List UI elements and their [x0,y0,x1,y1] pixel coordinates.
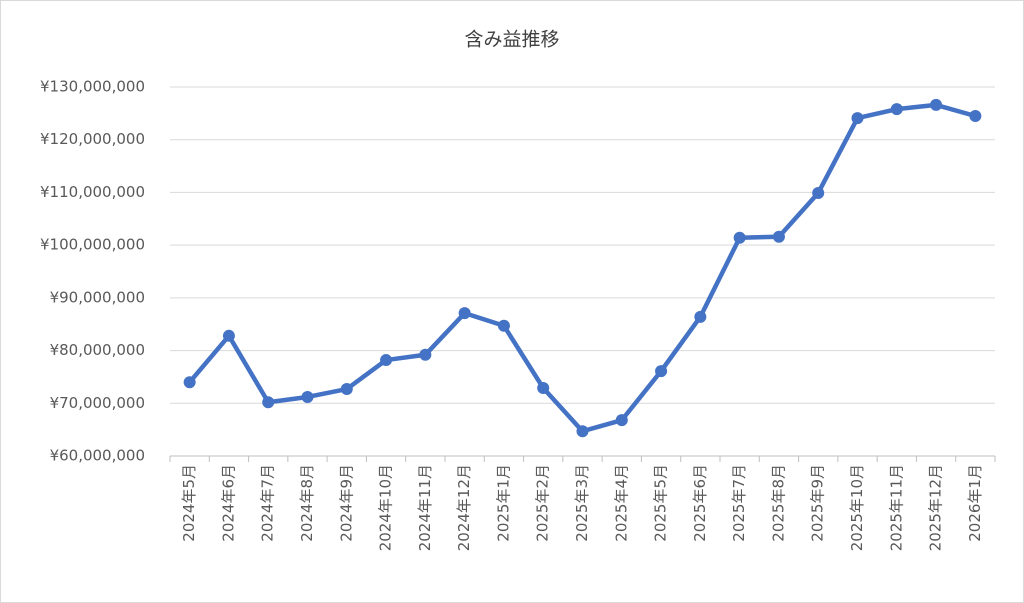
y-tick-label: ¥90,000,000 [50,288,145,306]
x-tick-label: 2025年6月 [691,464,709,542]
x-tick-label: 2024年6月 [219,464,237,542]
x-tick-label: 2025年5月 [652,464,670,542]
point [537,381,550,394]
y-tick-label: ¥130,000,000 [40,78,145,96]
point [812,186,825,199]
point [262,396,275,409]
x-tick-label: 2024年9月 [337,464,355,542]
point [969,109,982,122]
point [694,310,707,323]
x-tick-label: 2024年11月 [416,464,434,551]
chart-title: 含み益推移 [464,29,559,51]
y-tick-label: ¥60,000,000 [50,447,145,465]
point [655,365,668,378]
point [930,98,943,111]
point [615,414,628,427]
x-tick-label: 2024年12月 [455,464,473,551]
x-tick-label: 2025年12月 [927,464,945,551]
point [851,112,864,125]
y-tick-label: ¥70,000,000 [50,394,145,412]
point [301,390,314,403]
y-tick-label: ¥80,000,000 [50,341,145,359]
point [772,230,785,243]
point [380,354,393,367]
x-tick-label: 2025年11月 [887,464,905,551]
x-tick-label: 2025年4月 [612,464,630,542]
x-tick-label: 2024年7月 [259,464,277,542]
point [183,376,196,389]
x-tick-label: 2025年10月 [848,464,866,551]
y-tick-label: ¥120,000,000 [40,130,145,148]
point [733,231,746,244]
point [576,425,589,438]
x-tick-label: 2026年1月 [966,464,984,542]
point [890,103,903,116]
point [419,348,432,361]
x-tick-label: 2024年10月 [377,464,395,551]
y-tick-label: ¥110,000,000 [40,183,145,201]
x-tick-label: 2025年1月 [494,464,512,542]
y-tick-label: ¥100,000,000 [40,236,145,254]
x-tick-label: 2024年8月 [298,464,316,542]
x-tick-label: 2025年2月 [534,464,552,542]
x-tick-label: 2024年5月 [180,464,198,542]
point [222,329,235,342]
point [340,383,353,396]
point [497,319,510,332]
x-tick-label: 2025年7月 [730,464,748,542]
point [458,307,471,320]
x-tick-label: 2025年3月 [573,464,591,542]
x-tick-label: 2025年9月 [809,464,827,542]
x-tick-label: 2025年8月 [769,464,787,542]
